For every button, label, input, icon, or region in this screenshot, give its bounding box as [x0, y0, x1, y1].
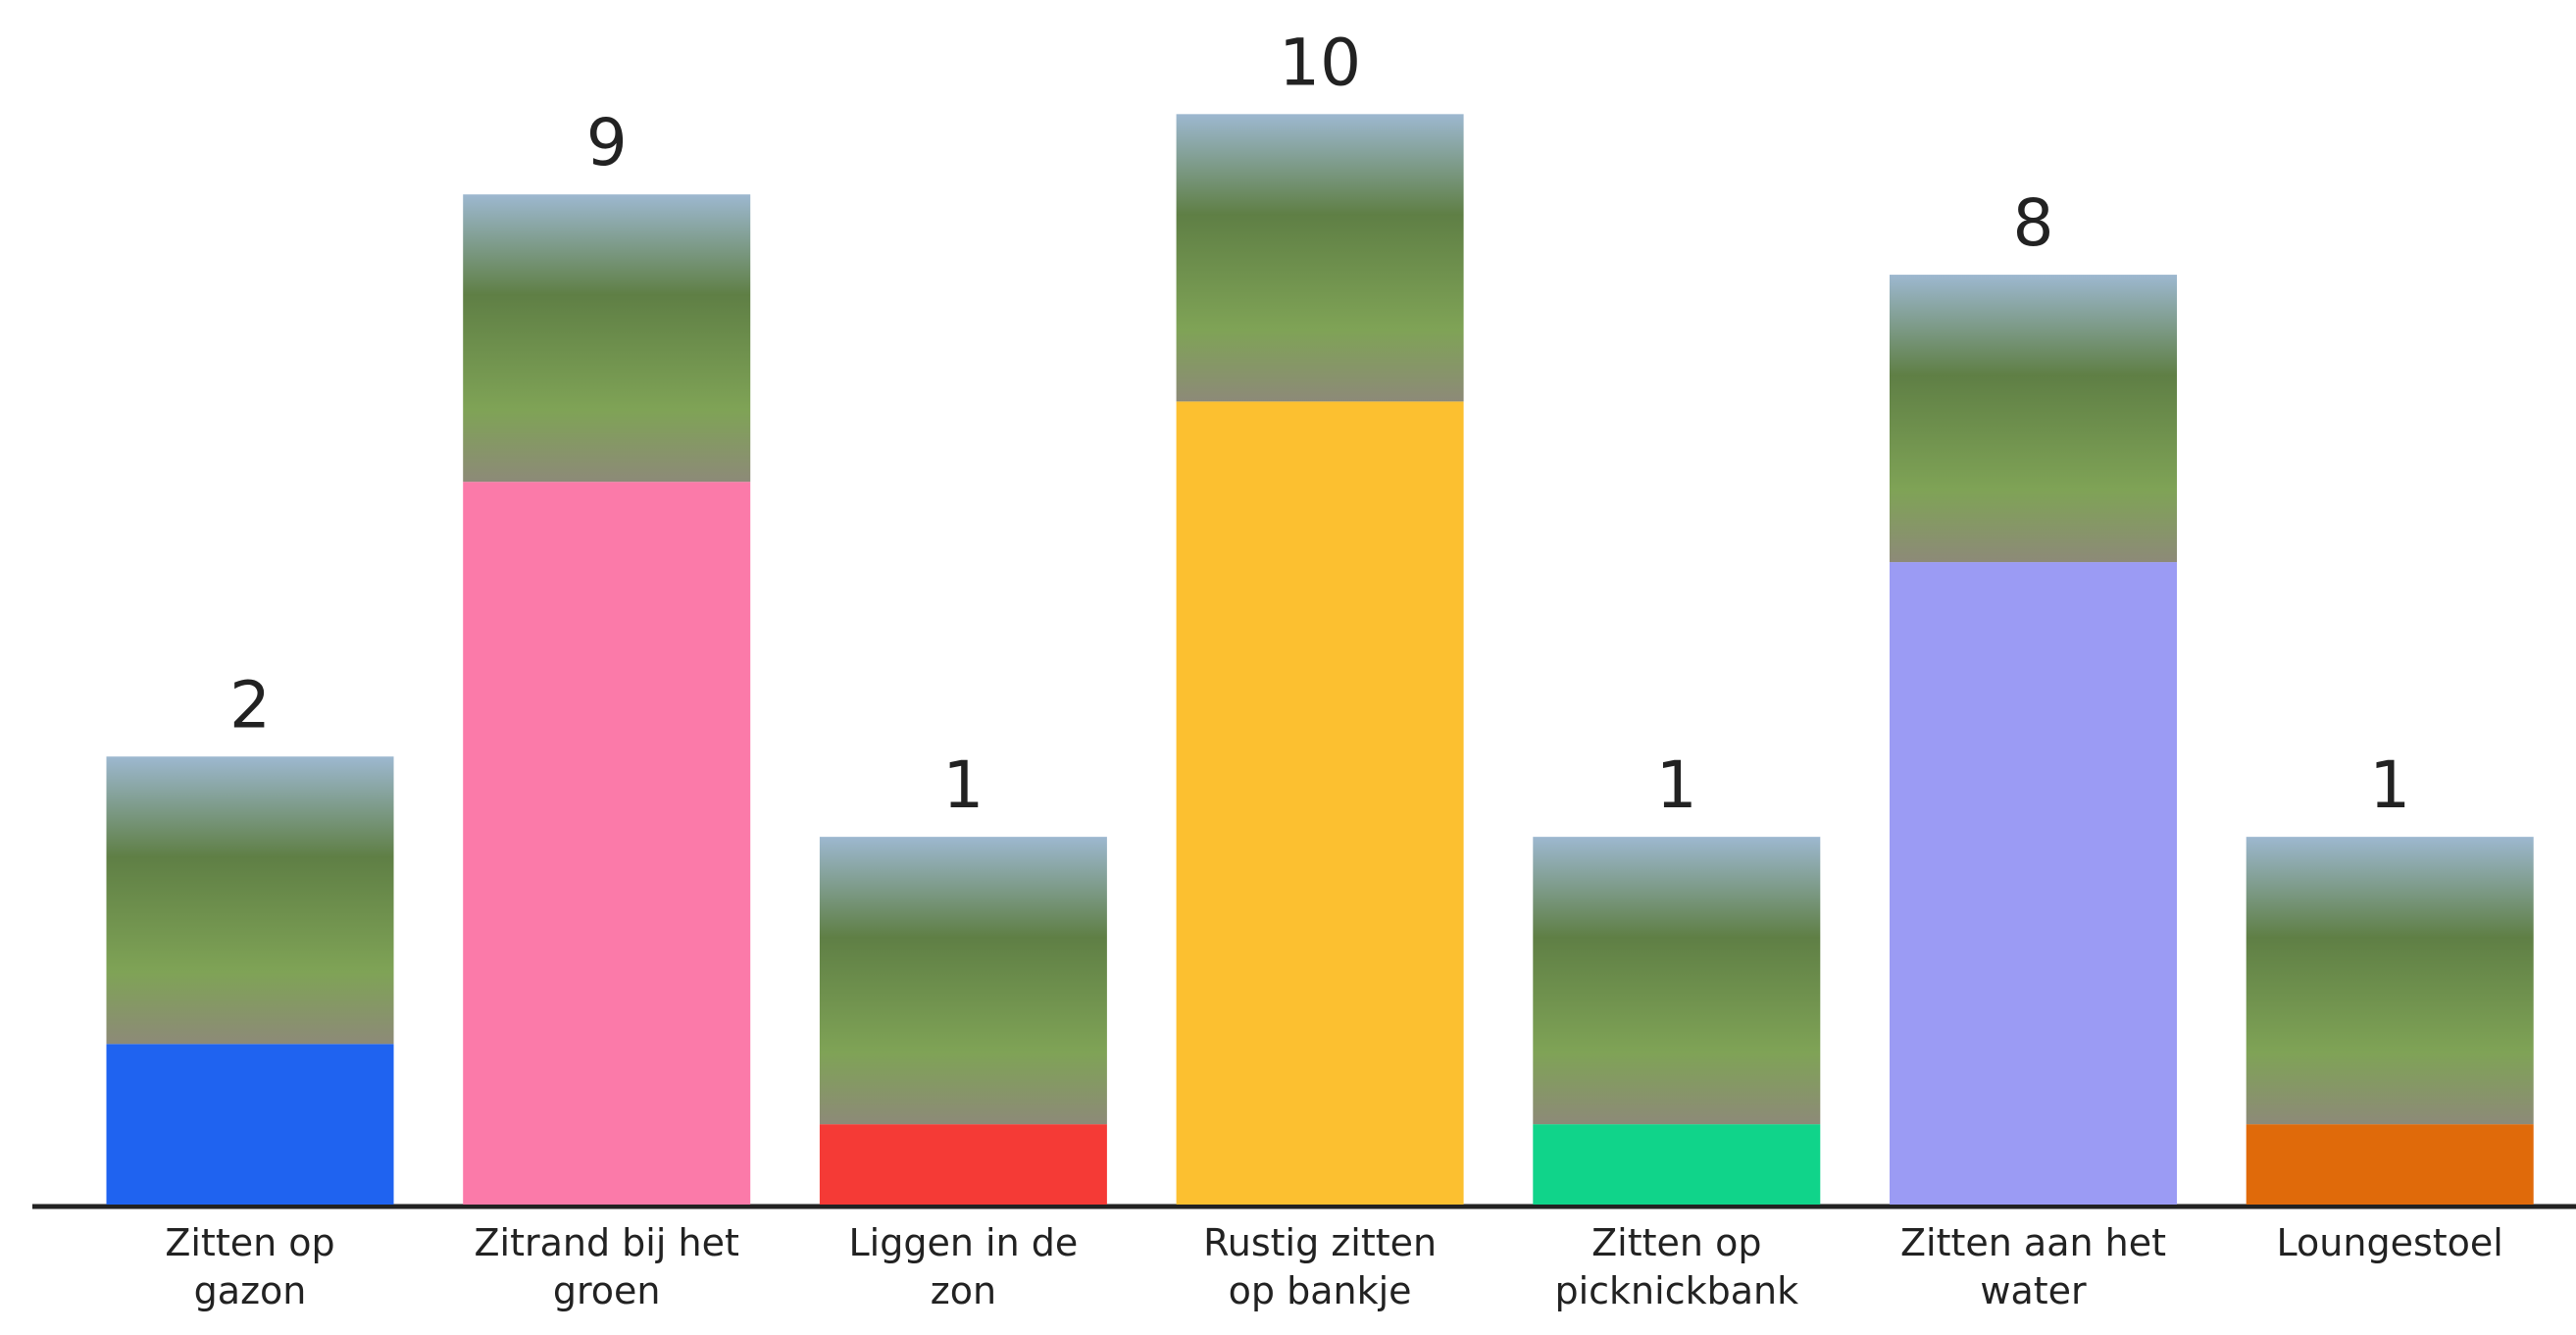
x-tick-label: Rustig zitten op bankje [1203, 1221, 1438, 1312]
photo [1890, 275, 2177, 563]
value-label: 1 [942, 747, 984, 823]
photo [106, 756, 394, 1045]
value-label: 2 [229, 667, 271, 743]
bar [463, 482, 751, 1205]
x-tick-label: Zitten op picknickbank [1554, 1221, 1799, 1312]
bar [1176, 401, 1464, 1205]
bar [106, 1044, 394, 1205]
photo [1176, 114, 1464, 402]
photo [2246, 837, 2534, 1125]
bar [1890, 562, 2177, 1205]
photo [1533, 837, 1821, 1125]
x-tick-label: Liggen in de zon [848, 1221, 1079, 1312]
x-tick-label: Loungestoel [2276, 1221, 2503, 1264]
photo [819, 837, 1107, 1125]
x-tick-label: Zitrand bij het groen [474, 1221, 739, 1312]
value-label: 8 [2013, 185, 2054, 261]
bar [2246, 1124, 2534, 1205]
bar [819, 1124, 1107, 1205]
bar [1533, 1124, 1821, 1205]
value-label: 10 [1279, 25, 1361, 100]
photo [463, 194, 751, 483]
value-label: 9 [586, 105, 628, 180]
value-label: 1 [1656, 747, 1697, 823]
x-tick-label: Zitten op gazon [165, 1221, 335, 1312]
x-tick-label: Zitten aan het water [1899, 1221, 2167, 1312]
value-label: 1 [2369, 747, 2410, 823]
